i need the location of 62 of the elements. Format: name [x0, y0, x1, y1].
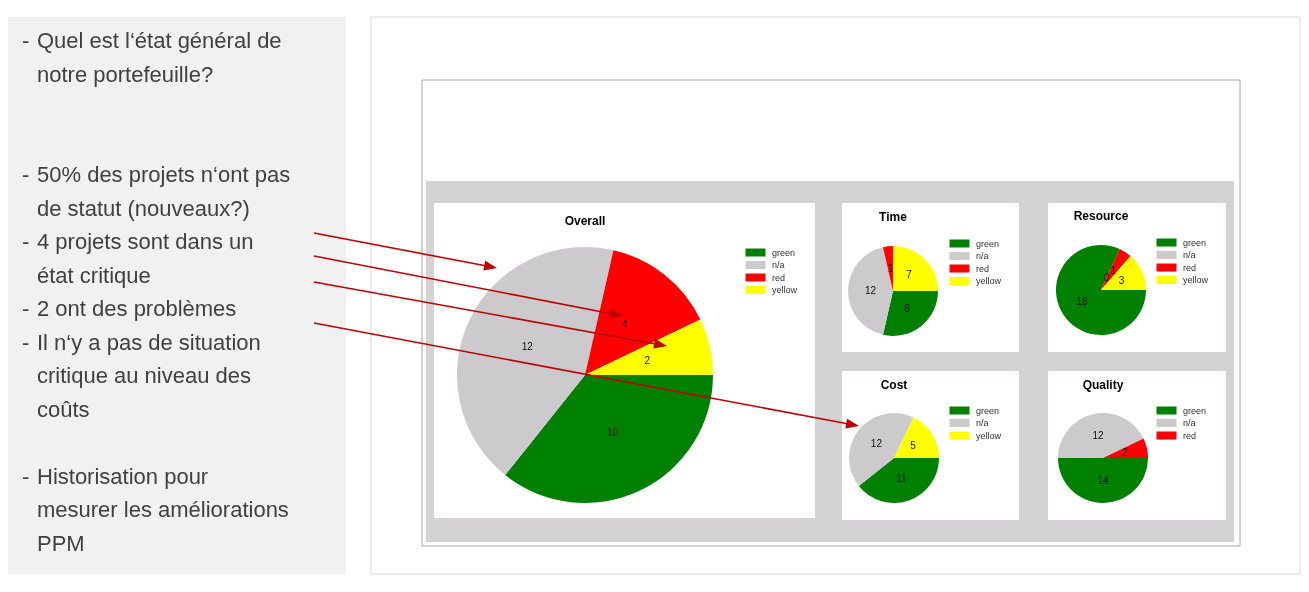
legend-label: yellow	[976, 276, 1002, 286]
legend-label: n/a	[976, 251, 989, 261]
legend-label: green	[1183, 405, 1207, 416]
chart-title: Overall	[564, 214, 606, 228]
text: - Historisation pour mesurer les améliorations PPM	[22, 463, 289, 556]
data-label: 5	[910, 440, 917, 452]
pie-slice	[882, 246, 893, 291]
legend-label: red	[976, 263, 990, 274]
text: - Quel est l‘état général de notre portefeuille?	[22, 28, 282, 87]
pie-slice	[1058, 413, 1144, 458]
legend-label: yellow	[976, 430, 1002, 441]
legend-label: red	[772, 272, 786, 283]
pie-slice	[505, 375, 713, 503]
legend-label: n/a	[772, 260, 785, 270]
legend-label: red	[1183, 262, 1197, 273]
legend-label: n/a	[1183, 418, 1196, 428]
data-label: 12	[864, 285, 877, 296]
data-label: 12	[1092, 430, 1104, 442]
data-label: 14	[1097, 474, 1109, 486]
chart-title: Time	[879, 210, 908, 224]
data-label: 2	[1122, 446, 1129, 458]
pie-slice	[585, 250, 701, 375]
text: 0	[1103, 271, 1110, 283]
pie-slice	[1101, 255, 1146, 290]
data-label: 1	[1110, 265, 1117, 277]
legend-label: yellow	[772, 285, 798, 295]
legend-label: red	[1183, 430, 1197, 441]
text: - Il n‘y a pas de situation critique au niveau des coûts	[22, 329, 261, 422]
pie-slice	[848, 247, 893, 335]
pie-slice	[849, 413, 914, 487]
legend-label: yellow	[1183, 275, 1209, 285]
legend-label: green	[976, 405, 1000, 416]
pie-slice	[585, 319, 713, 375]
pie-slice	[1058, 458, 1148, 503]
pie-slice	[893, 246, 938, 291]
pie-slice	[894, 417, 939, 458]
pie-slice	[882, 291, 938, 336]
chart-title: Cost	[880, 378, 908, 392]
data-label: 8	[904, 302, 911, 314]
pie-slice	[1103, 438, 1148, 458]
text: - 50% des projets n‘ont pas de statut (nouveaux?)	[22, 162, 291, 221]
data-label: 2	[644, 354, 651, 366]
data-label: 1	[887, 262, 894, 274]
legend-label: n/a	[976, 418, 989, 428]
text: - 2 ont des problèmes	[22, 296, 237, 321]
data-label: 10	[607, 426, 619, 438]
text: - 4 projets sont dans un état critique	[22, 229, 254, 288]
data-label: 7	[906, 269, 913, 281]
chart-title: Resource	[1073, 209, 1129, 223]
legend-label: green	[772, 247, 796, 258]
data-label: 18	[1076, 296, 1089, 308]
pie-slice	[858, 458, 939, 503]
pie-slice	[1056, 245, 1146, 335]
legend-label: green	[1183, 237, 1207, 248]
data-label: 12	[521, 341, 534, 353]
legend-label: green	[976, 238, 1000, 249]
chart-title: Quality	[1082, 378, 1124, 392]
legend-label: n/a	[1183, 250, 1196, 260]
data-label: 3	[1118, 274, 1125, 286]
data-label: 4	[622, 318, 629, 330]
data-label: 11	[896, 473, 908, 485]
data-label: 12	[870, 437, 883, 449]
